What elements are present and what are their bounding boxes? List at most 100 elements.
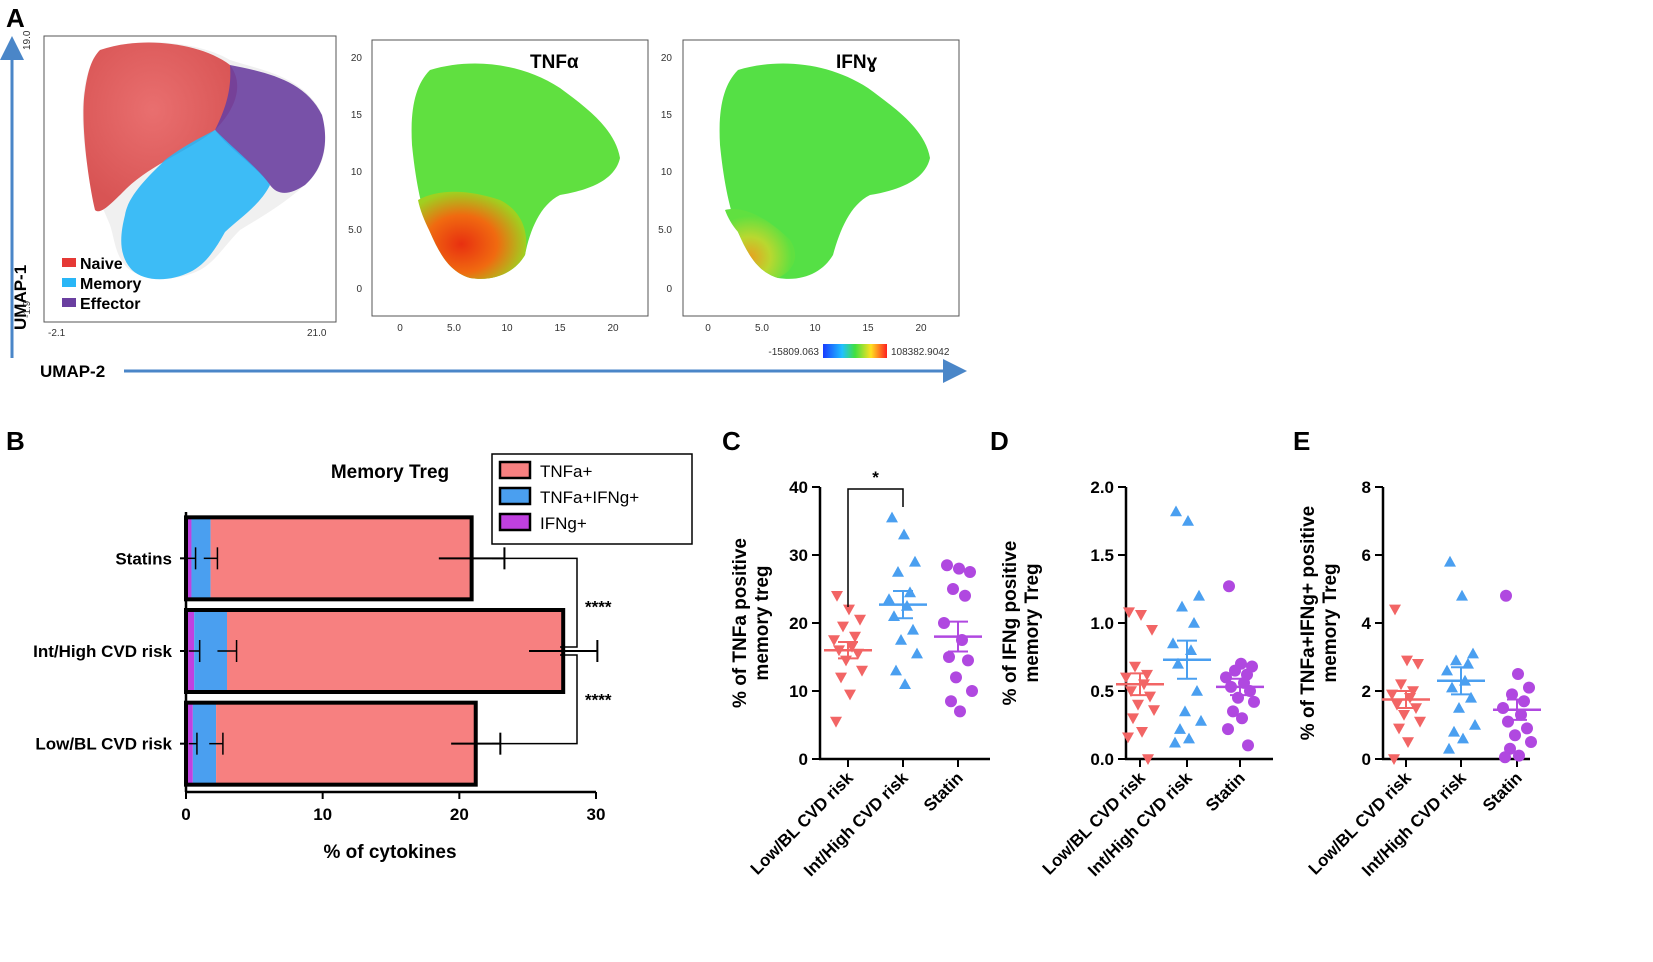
legend-swatch	[498, 460, 532, 480]
data-point	[1182, 515, 1194, 526]
tnfa-hotspot	[418, 191, 527, 279]
ifng-x-tick: 0	[705, 323, 711, 334]
significance-label: ****	[585, 690, 612, 709]
data-point	[898, 528, 910, 540]
data-point	[1222, 723, 1234, 736]
umap2-axis-label: UMAP-2	[40, 362, 105, 381]
tnfa-y-tick: 15	[351, 110, 363, 121]
effector-cluster	[215, 65, 326, 193]
umap-ifng-plot: IFNɣ 20 15 10 5.0 0 0 5.0 10 15 20	[658, 39, 960, 334]
legend-memory-label: Memory	[80, 276, 141, 293]
ifng-title: IFNɣ	[836, 52, 878, 73]
data-point	[1191, 685, 1203, 696]
data-point	[1179, 705, 1191, 717]
significance-bracket	[492, 557, 578, 648]
category-label: Int/High CVD risk	[1358, 768, 1470, 880]
y-tick-label: 6	[1362, 546, 1371, 565]
chart-b-legend: TNFa+ TNFa+IFNg+ IFNg+	[491, 453, 693, 545]
data-point	[835, 672, 847, 684]
y-tick-label: 1.0	[1090, 614, 1114, 633]
ifng-y-tick: 5.0	[658, 225, 672, 236]
tnfa-y-tick: 0	[356, 284, 362, 295]
ifng-y-tick: 15	[661, 110, 673, 121]
data-point	[1509, 729, 1521, 742]
data-point	[854, 614, 866, 626]
bar-segment	[191, 517, 211, 600]
y-axis-title: % of TNFa+IFNg+ positivememory Treg	[1298, 506, 1341, 740]
data-point	[943, 651, 955, 663]
data-point	[1525, 736, 1537, 748]
legend-swatch	[498, 486, 532, 506]
data-point	[1518, 695, 1530, 708]
data-point	[849, 631, 861, 643]
data-point	[1176, 600, 1188, 612]
data-point	[1506, 688, 1518, 701]
y-tick-label: 2	[1362, 682, 1371, 701]
legend-label: IFNg+	[540, 514, 587, 533]
data-point	[1123, 607, 1135, 619]
y-tick-label: 20	[789, 614, 808, 633]
umap1-axis-label: UMAP-1	[11, 265, 30, 330]
category-label: Int/High CVD risk	[800, 768, 912, 880]
data-point	[1220, 671, 1232, 684]
umap-cluster-plot: 19.0 -1.9 -2.1 21.0 Naive Memory Effecto…	[22, 30, 337, 339]
cluster-x-left: -2.1	[48, 328, 66, 339]
data-point	[911, 647, 923, 659]
data-point	[909, 555, 921, 567]
data-point	[830, 716, 842, 728]
data-point	[1142, 754, 1154, 765]
ifng-hotspot	[725, 209, 796, 278]
data-point	[1174, 723, 1186, 734]
legend-label: TNFa+	[540, 462, 593, 481]
category-label: Int/High CVD risk	[33, 642, 172, 661]
data-point	[947, 583, 959, 595]
data-point	[1502, 715, 1514, 728]
data-point	[1172, 657, 1184, 669]
data-point	[899, 678, 911, 689]
cluster-legend: Naive Memory Effector	[62, 256, 141, 313]
tnfa-y-tick: 10	[351, 167, 363, 178]
ifng-y-tick: 20	[661, 53, 673, 64]
y-axis-title: % of IFNg positivememory Treg	[1000, 541, 1043, 706]
y-tick-label: 4	[1362, 614, 1372, 633]
y-tick-label: 0	[1362, 750, 1371, 769]
data-point	[1229, 664, 1241, 677]
naive-cluster	[83, 42, 238, 212]
data-point	[1402, 737, 1414, 748]
data-point	[1456, 589, 1468, 601]
data-point	[941, 559, 953, 572]
data-point	[1465, 691, 1477, 703]
data-point	[890, 664, 902, 676]
y-tick-label: 10	[789, 682, 808, 701]
cluster-y-bottom: -1.9	[22, 300, 33, 318]
data-point	[1497, 702, 1509, 714]
data-point	[1441, 664, 1453, 676]
bar-segment	[192, 702, 217, 785]
significance-label: *	[872, 468, 879, 487]
y-tick-label: 8	[1362, 478, 1371, 497]
data-point	[953, 562, 965, 575]
data-point	[1148, 705, 1160, 717]
tnfa-x-tick: 15	[554, 323, 566, 334]
cluster-x-right: 21.0	[307, 328, 327, 339]
data-point	[856, 665, 868, 677]
data-point	[1401, 655, 1413, 667]
data-point	[1170, 505, 1182, 517]
colorbar-gradient	[823, 344, 887, 358]
tnfa-x-tick: 10	[501, 323, 513, 334]
data-point	[945, 695, 957, 708]
data-point	[1242, 739, 1254, 752]
data-point	[1127, 713, 1139, 725]
panel-letter-e: E	[1293, 426, 1310, 456]
data-point	[1457, 732, 1469, 744]
category-label: Low/BL CVD risk	[747, 768, 857, 878]
ifng-y-tick: 10	[661, 167, 673, 178]
data-point	[844, 689, 856, 701]
data-point	[1135, 610, 1147, 621]
ifng-x-tick: 15	[862, 323, 874, 334]
data-point	[1129, 661, 1141, 673]
data-point	[1144, 691, 1156, 703]
